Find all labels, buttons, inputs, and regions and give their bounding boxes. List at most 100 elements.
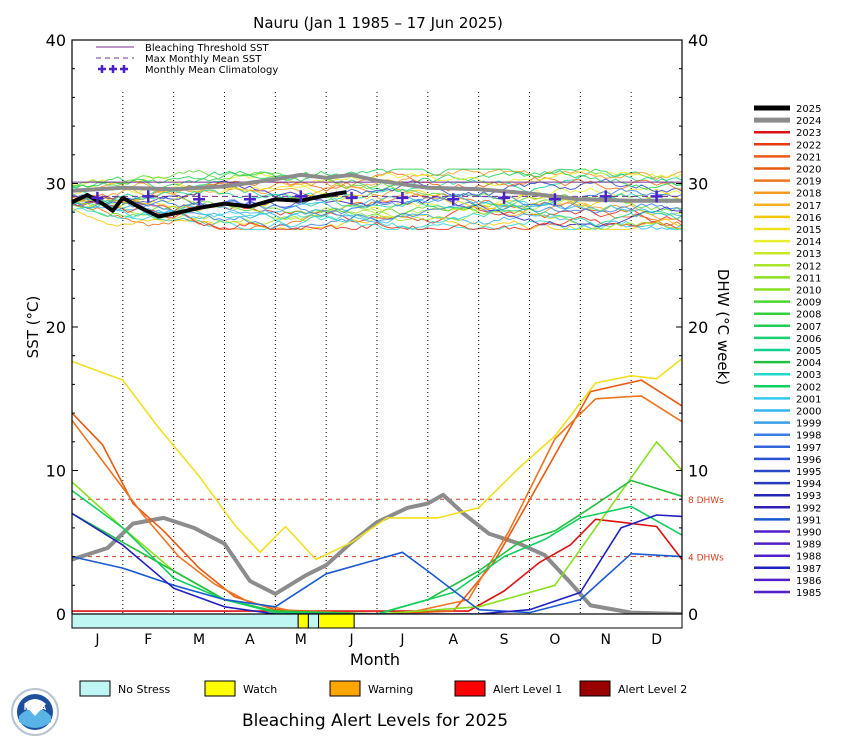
- plot-area: [72, 40, 682, 614]
- climatology-markers: [91, 190, 663, 206]
- y-axis-label-right: DHW (°C week): [714, 269, 732, 385]
- alert-legend-label: Alert Level 1: [493, 683, 562, 696]
- dhw-line-2015: [71, 357, 683, 561]
- y-tick-label-right: 20: [688, 318, 708, 337]
- year-legend-label: 2011: [796, 273, 821, 284]
- year-legend-label: 2003: [796, 370, 821, 381]
- alert-level-bar: [71, 613, 683, 629]
- year-legend-label: 2023: [796, 128, 821, 139]
- year-legend-label: 2000: [796, 407, 821, 418]
- year-legend-label: 2012: [796, 261, 821, 272]
- year-legend-label: 2007: [796, 322, 821, 333]
- x-axis-label: Month: [350, 650, 400, 669]
- climatology-marker: [447, 193, 460, 206]
- year-legend-label: 1993: [796, 491, 821, 502]
- year-legend-label: 2008: [796, 310, 821, 321]
- dhw-threshold-label: 4 DHWs: [688, 554, 724, 564]
- series-lines: [71, 172, 683, 616]
- year-legend-label: 1988: [796, 552, 821, 563]
- y-tick-label-right: 0: [688, 605, 698, 624]
- alert-legend-label: Warning: [368, 683, 413, 696]
- year-legend-label: 2019: [796, 177, 821, 188]
- x-tick-label: J: [94, 632, 99, 648]
- alert-legend-label: Alert Level 2: [618, 683, 687, 696]
- climatology-marker: [243, 193, 256, 206]
- historical-sst-line: [71, 198, 683, 225]
- x-tick-label: F: [144, 632, 152, 648]
- year-legend-label: 2005: [796, 346, 821, 357]
- year-legend-label: 1998: [796, 431, 821, 442]
- sst-line-2024: [71, 172, 682, 203]
- plot-background: [72, 40, 682, 614]
- inner-legend-marker: [98, 65, 106, 73]
- year-legend-label: 2024: [796, 116, 821, 127]
- y-tick-label-right: 10: [688, 462, 708, 481]
- y-tick-label-left: 40: [46, 31, 66, 50]
- x-tick-label: S: [500, 632, 509, 648]
- year-legend-label: 2021: [796, 152, 821, 163]
- noaa-logo-text: NOAA: [24, 704, 47, 712]
- year-legend-label: 2010: [796, 286, 821, 297]
- climatology-marker: [396, 191, 409, 204]
- year-legend-label: 2004: [796, 358, 821, 369]
- climatology-marker: [294, 190, 307, 203]
- x-tick-label: M: [295, 632, 307, 648]
- year-legend-label: 2018: [796, 189, 821, 200]
- year-legend-label: 2022: [796, 140, 821, 151]
- alert-legend: No Stress Watch Warning Alert Level 1 Alert …: [79, 680, 687, 697]
- historical-sst-line: [71, 207, 683, 230]
- y-axis-label-left: SST (°C): [24, 296, 42, 359]
- alert-bar-segment: [318, 613, 355, 629]
- alert-legend-label: Watch: [243, 683, 277, 696]
- historical-sst-line: [71, 184, 683, 220]
- year-legend-label: 1996: [796, 455, 821, 466]
- climatology-marker: [498, 191, 511, 204]
- climatology-marker: [91, 191, 104, 204]
- historical-sst-line: [71, 189, 683, 212]
- year-legend-label: 2020: [796, 165, 821, 176]
- year-legend-label: 1999: [796, 419, 821, 430]
- inner-legend-marker: [109, 65, 117, 73]
- month-grid: [122, 92, 632, 614]
- year-legend-label: 2025: [796, 104, 821, 115]
- year-legend-label: 2016: [796, 213, 821, 224]
- chart-title: Nauru (Jan 1 1985 – 17 Jun 2025): [253, 14, 503, 32]
- dhw-line-2024: [71, 492, 683, 616]
- y-tick-label-left: 20: [46, 318, 66, 337]
- year-legend-label: 2013: [796, 249, 821, 260]
- year-legend-label: 1985: [796, 588, 821, 599]
- alert-legend-swatch: [204, 680, 236, 697]
- climatology-marker: [193, 193, 206, 206]
- year-legend-label: 2009: [796, 298, 821, 309]
- year-legend-label: 1992: [796, 503, 821, 514]
- year-legend-label: 1989: [796, 540, 821, 551]
- inner-legend-label: Max Monthly Mean SST: [145, 54, 262, 65]
- bottom-title: Bleaching Alert Levels for 2025: [242, 711, 508, 731]
- x-tick-label: A: [245, 632, 255, 648]
- year-legend-label: 2017: [796, 201, 821, 212]
- year-legend-label: 2006: [796, 334, 821, 345]
- x-tick-label: J: [399, 632, 404, 648]
- year-legend-label: 2014: [796, 237, 821, 248]
- y-tick-label-right: 40: [688, 31, 708, 50]
- dhw-threshold-label: 8 DHWs: [688, 496, 724, 506]
- year-legend-label: 1990: [796, 528, 821, 539]
- y-tick-label-left: 0: [56, 605, 66, 624]
- year-legend-label: 1987: [796, 564, 821, 575]
- year-legend-label: 1991: [796, 515, 821, 526]
- alert-bar-segment: [307, 613, 320, 629]
- year-legend-label: 1986: [796, 576, 821, 587]
- alert-legend-swatch: [79, 680, 111, 697]
- inner-legend-marker: [120, 65, 128, 73]
- inner-legend-label: Bleaching Threshold SST: [145, 43, 270, 54]
- dhw-line-2023: [72, 518, 683, 612]
- x-tick-label: D: [651, 632, 662, 648]
- climatology-marker: [345, 191, 358, 204]
- dhw-line-2002: [71, 489, 683, 615]
- alert-legend-swatch: [329, 680, 361, 697]
- alert-legend-label: No Stress: [118, 683, 171, 696]
- inner-legend-label: Monthly Mean Climatology: [145, 65, 278, 76]
